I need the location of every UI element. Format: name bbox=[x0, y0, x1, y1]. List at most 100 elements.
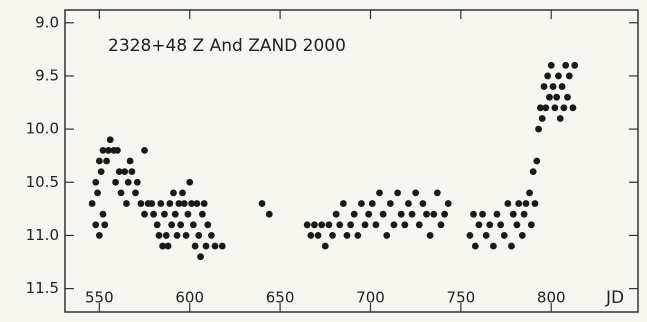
point bbox=[258, 200, 266, 207]
point bbox=[405, 200, 412, 207]
point bbox=[423, 210, 430, 218]
point bbox=[542, 104, 550, 112]
point bbox=[571, 61, 579, 69]
point bbox=[518, 232, 526, 239]
point bbox=[536, 104, 544, 112]
point bbox=[175, 200, 183, 207]
y-tick-label: 11.0 bbox=[26, 226, 59, 244]
y-tick-label: 11.5 bbox=[26, 279, 59, 297]
point bbox=[188, 200, 195, 207]
point bbox=[343, 232, 351, 239]
point bbox=[177, 221, 185, 229]
point bbox=[470, 210, 477, 218]
point bbox=[94, 189, 101, 197]
point bbox=[133, 178, 141, 186]
point bbox=[437, 221, 445, 229]
point bbox=[303, 221, 311, 229]
point bbox=[565, 72, 573, 80]
point bbox=[401, 221, 409, 229]
point bbox=[97, 168, 105, 176]
point bbox=[386, 200, 394, 207]
point bbox=[354, 232, 362, 239]
point bbox=[336, 221, 344, 229]
point bbox=[372, 221, 380, 229]
point bbox=[489, 242, 497, 250]
point bbox=[475, 221, 483, 229]
point bbox=[170, 189, 177, 197]
point bbox=[368, 200, 376, 207]
point bbox=[168, 221, 176, 229]
point bbox=[124, 178, 132, 186]
point bbox=[527, 221, 535, 229]
point bbox=[137, 200, 145, 207]
point bbox=[529, 168, 537, 176]
point bbox=[522, 200, 530, 207]
point bbox=[195, 232, 203, 239]
point bbox=[526, 189, 533, 197]
point bbox=[218, 242, 226, 250]
point bbox=[569, 104, 577, 112]
point bbox=[535, 125, 542, 133]
point bbox=[204, 221, 212, 229]
x-tick-label: 800 bbox=[537, 289, 566, 307]
point bbox=[321, 242, 329, 250]
point bbox=[92, 221, 100, 229]
point bbox=[556, 115, 564, 122]
point bbox=[555, 72, 562, 80]
point bbox=[513, 221, 521, 229]
x-tick-label: 600 bbox=[175, 289, 204, 307]
point bbox=[397, 210, 405, 218]
point bbox=[193, 200, 201, 207]
point bbox=[117, 189, 125, 197]
point bbox=[544, 72, 552, 80]
point bbox=[311, 221, 318, 229]
point bbox=[339, 200, 347, 207]
point bbox=[549, 83, 557, 90]
point bbox=[504, 200, 512, 207]
point bbox=[430, 210, 438, 218]
point bbox=[383, 232, 391, 239]
point bbox=[161, 210, 168, 218]
point bbox=[123, 200, 130, 207]
point bbox=[329, 232, 336, 239]
point bbox=[88, 200, 96, 207]
point bbox=[148, 200, 156, 207]
point bbox=[159, 242, 167, 250]
x-tick-label: 750 bbox=[447, 289, 476, 307]
point bbox=[179, 189, 186, 197]
point bbox=[520, 210, 528, 218]
point bbox=[419, 200, 427, 207]
point bbox=[479, 210, 486, 218]
point bbox=[128, 168, 136, 176]
point bbox=[200, 200, 208, 207]
point bbox=[415, 221, 423, 229]
point bbox=[562, 61, 570, 69]
point bbox=[547, 61, 555, 69]
point bbox=[560, 104, 568, 112]
point bbox=[132, 189, 139, 197]
x-tick-label: 550 bbox=[85, 289, 114, 307]
point bbox=[115, 168, 123, 176]
point bbox=[208, 232, 215, 239]
point bbox=[553, 93, 561, 101]
point bbox=[466, 232, 474, 239]
point bbox=[482, 232, 490, 239]
point bbox=[95, 232, 103, 239]
point bbox=[166, 200, 174, 207]
point bbox=[99, 210, 107, 218]
point bbox=[551, 104, 559, 112]
point bbox=[314, 232, 322, 239]
point bbox=[191, 242, 199, 250]
point bbox=[433, 189, 441, 197]
point bbox=[180, 200, 188, 207]
point bbox=[408, 210, 416, 218]
point bbox=[500, 232, 508, 239]
point bbox=[508, 242, 515, 250]
point bbox=[202, 242, 210, 250]
point bbox=[101, 221, 109, 229]
point bbox=[198, 210, 206, 218]
point bbox=[126, 157, 134, 165]
point bbox=[307, 232, 315, 239]
